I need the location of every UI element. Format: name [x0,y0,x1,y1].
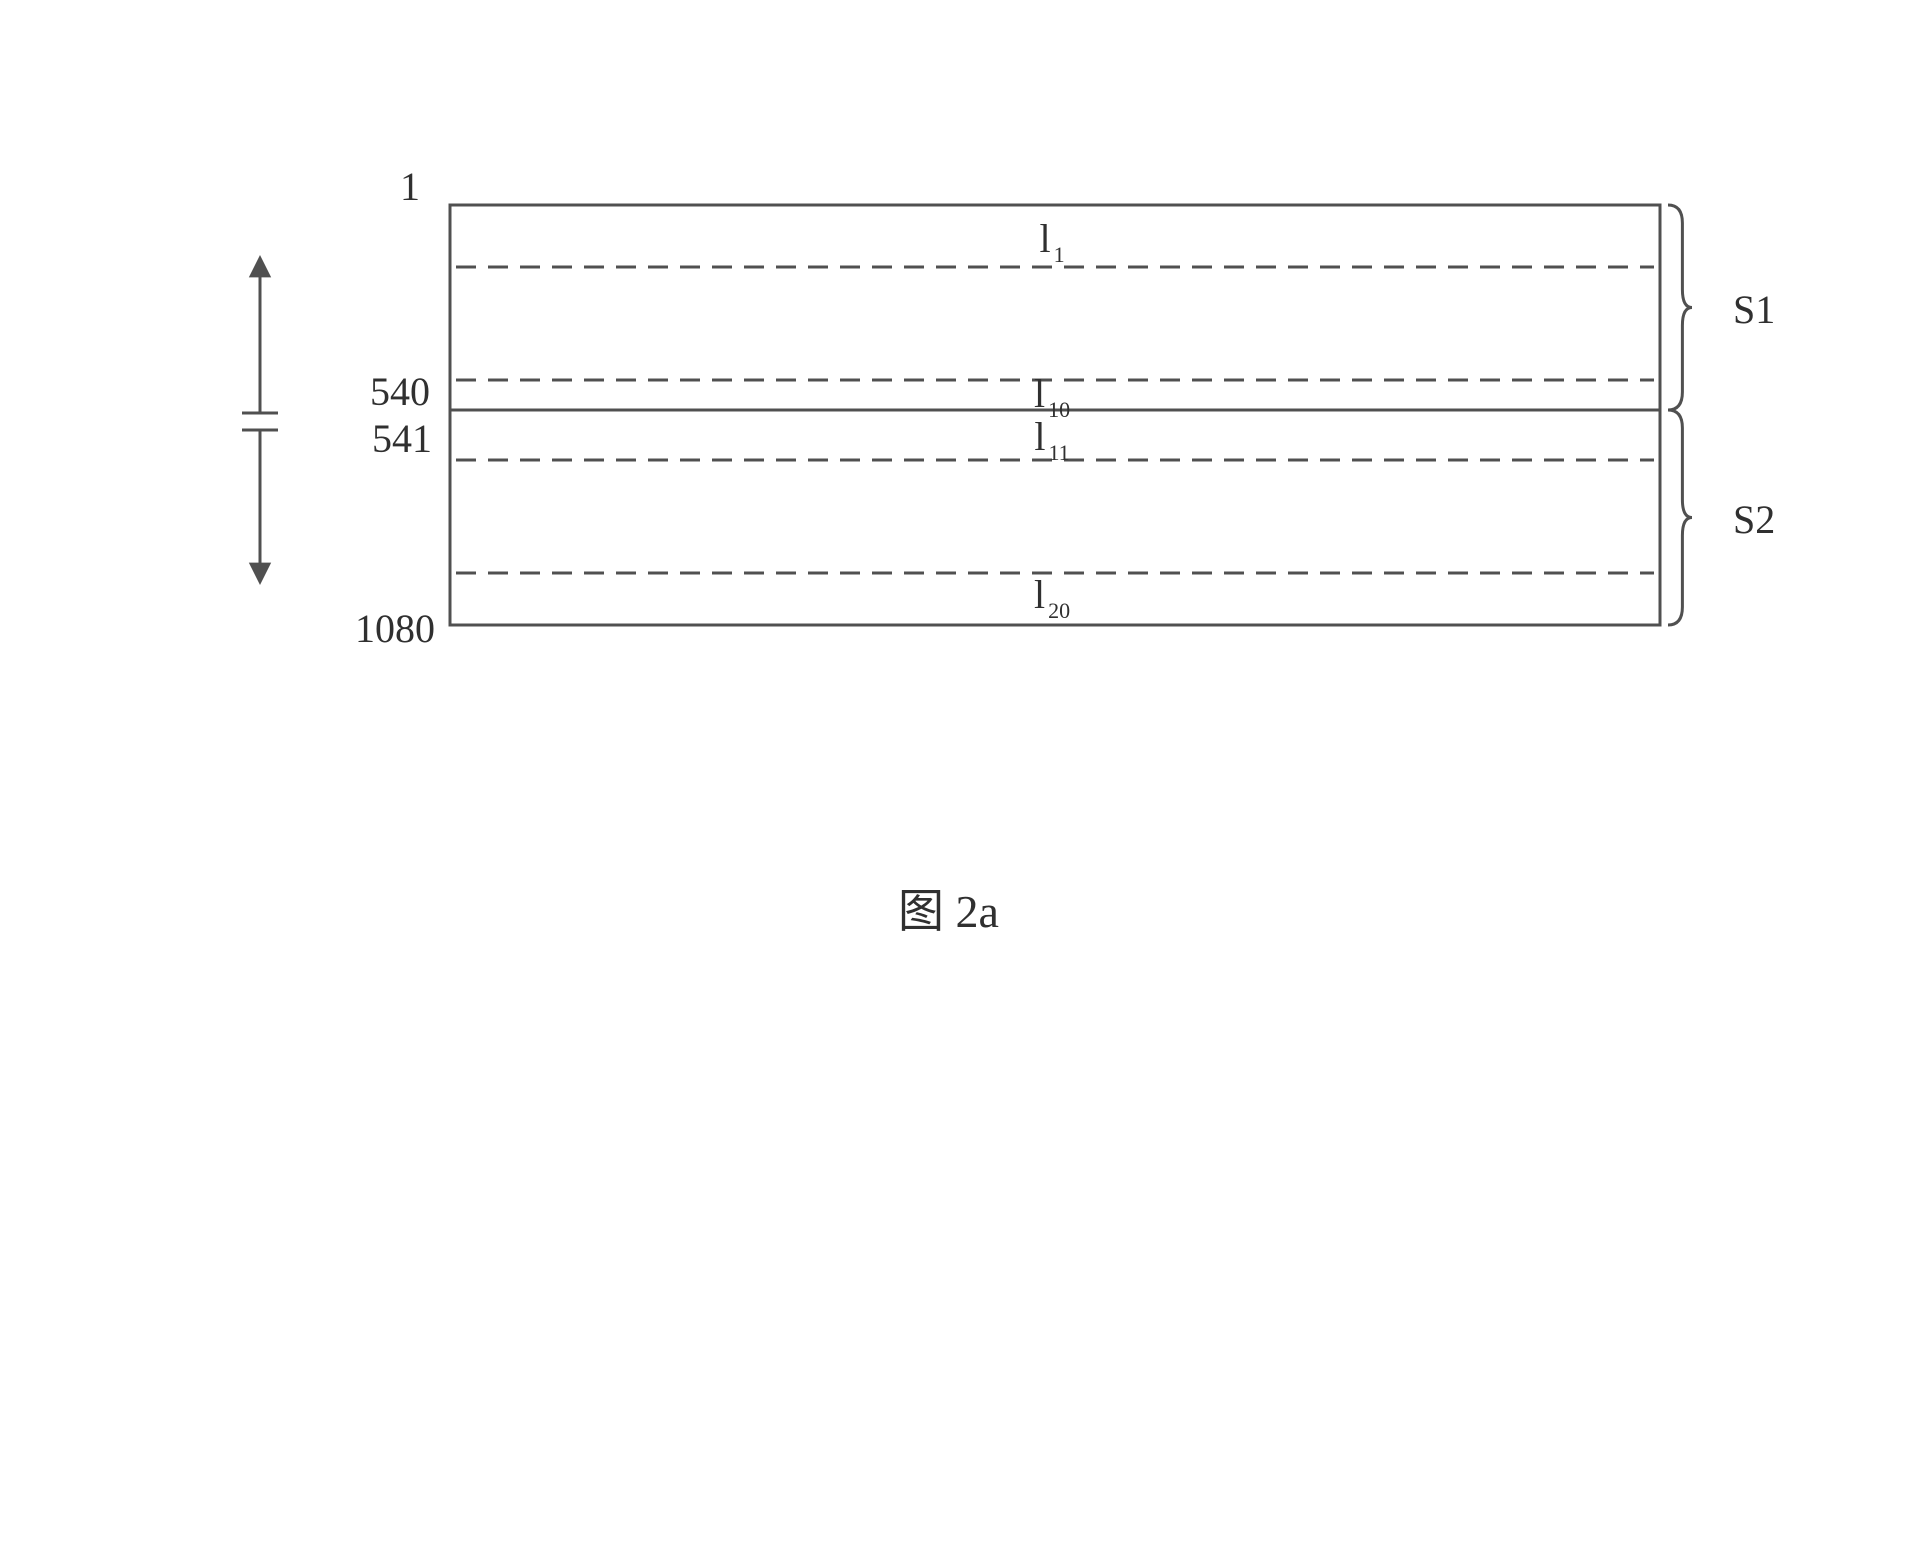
caption-text: 图 2a [898,886,999,937]
diagram-svg: 15405411080l1l10l11l20S1S2 [0,0,1912,1200]
figure-caption: 图 2a [898,875,999,941]
svg-text:1080: 1080 [355,606,435,651]
svg-text:S2: S2 [1733,497,1775,542]
svg-text:l20: l20 [1034,572,1070,623]
svg-text:540: 540 [370,369,430,414]
svg-text:S1: S1 [1733,287,1775,332]
svg-text:l1: l1 [1039,216,1064,267]
svg-text:541: 541 [372,416,432,461]
svg-text:1: 1 [400,164,420,209]
diagram-layered-rows: 15405411080l1l10l11l20S1S2 [0,0,1912,1200]
